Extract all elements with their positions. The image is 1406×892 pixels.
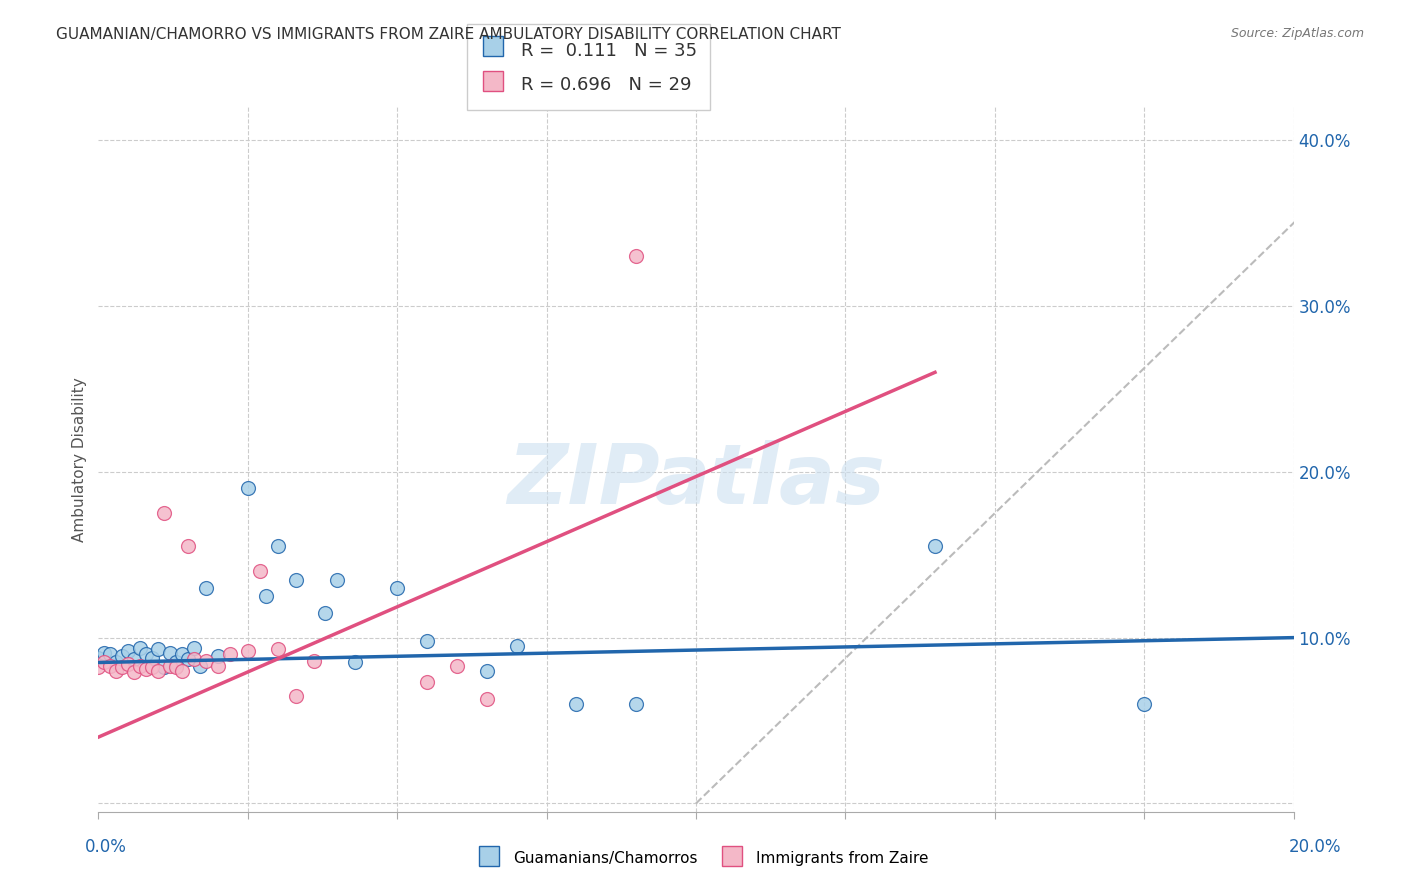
Point — [148, 664, 170, 678]
Point — [284, 689, 307, 703]
Point — [153, 660, 176, 674]
Point — [188, 658, 211, 673]
Point — [124, 652, 146, 666]
Point — [129, 640, 152, 655]
Legend: Guamanians/Chamorros, Immigrants from Zaire: Guamanians/Chamorros, Immigrants from Za… — [472, 841, 934, 875]
Point — [284, 573, 307, 587]
Point — [98, 658, 122, 673]
Text: GUAMANIAN/CHAMORRO VS IMMIGRANTS FROM ZAIRE AMBULATORY DISABILITY CORRELATION CH: GUAMANIAN/CHAMORRO VS IMMIGRANTS FROM ZA… — [56, 27, 841, 42]
Point — [177, 652, 200, 666]
Point — [302, 654, 325, 668]
Point — [177, 540, 200, 554]
Point — [475, 664, 498, 678]
Point — [165, 656, 187, 670]
Legend: R =  0.111   N = 35, R = 0.696   N = 29: R = 0.111 N = 35, R = 0.696 N = 29 — [467, 24, 710, 110]
Point — [267, 642, 290, 657]
Text: 0.0%: 0.0% — [84, 838, 127, 856]
Point — [93, 656, 115, 670]
Point — [924, 540, 946, 554]
Point — [236, 644, 259, 658]
Point — [446, 658, 468, 673]
Point — [195, 581, 218, 595]
Point — [105, 664, 128, 678]
Point — [315, 606, 337, 620]
Text: ZIPatlas: ZIPatlas — [508, 440, 884, 521]
Point — [183, 652, 205, 666]
Point — [195, 654, 218, 668]
Point — [249, 564, 271, 578]
Point — [159, 658, 181, 673]
Point — [1133, 697, 1156, 711]
Point — [117, 657, 139, 672]
Text: 20.0%: 20.0% — [1288, 838, 1341, 856]
Point — [105, 656, 128, 670]
Point — [117, 644, 139, 658]
Text: Source: ZipAtlas.com: Source: ZipAtlas.com — [1230, 27, 1364, 40]
Point — [565, 697, 588, 711]
Point — [172, 647, 194, 661]
Point — [506, 639, 529, 653]
Point — [344, 656, 367, 670]
Point — [254, 589, 277, 603]
Y-axis label: Ambulatory Disability: Ambulatory Disability — [72, 377, 87, 541]
Point — [219, 647, 242, 661]
Point — [326, 573, 349, 587]
Point — [207, 658, 229, 673]
Point — [172, 664, 194, 678]
Point — [159, 646, 181, 660]
Point — [183, 640, 205, 655]
Point — [98, 647, 122, 661]
Point — [141, 650, 163, 665]
Point — [416, 675, 439, 690]
Point — [135, 662, 157, 676]
Point — [135, 647, 157, 661]
Point — [475, 692, 498, 706]
Point — [165, 660, 187, 674]
Point — [124, 665, 146, 680]
Point — [267, 540, 290, 554]
Point — [207, 648, 229, 663]
Point — [148, 642, 170, 657]
Point — [141, 660, 163, 674]
Point — [87, 660, 110, 674]
Point — [93, 646, 115, 660]
Point — [626, 249, 648, 263]
Point — [236, 482, 259, 496]
Point — [385, 581, 409, 595]
Point — [626, 697, 648, 711]
Point — [111, 660, 134, 674]
Point — [416, 634, 439, 648]
Point — [87, 650, 110, 665]
Point — [129, 658, 152, 673]
Point — [111, 648, 134, 663]
Point — [153, 506, 176, 520]
